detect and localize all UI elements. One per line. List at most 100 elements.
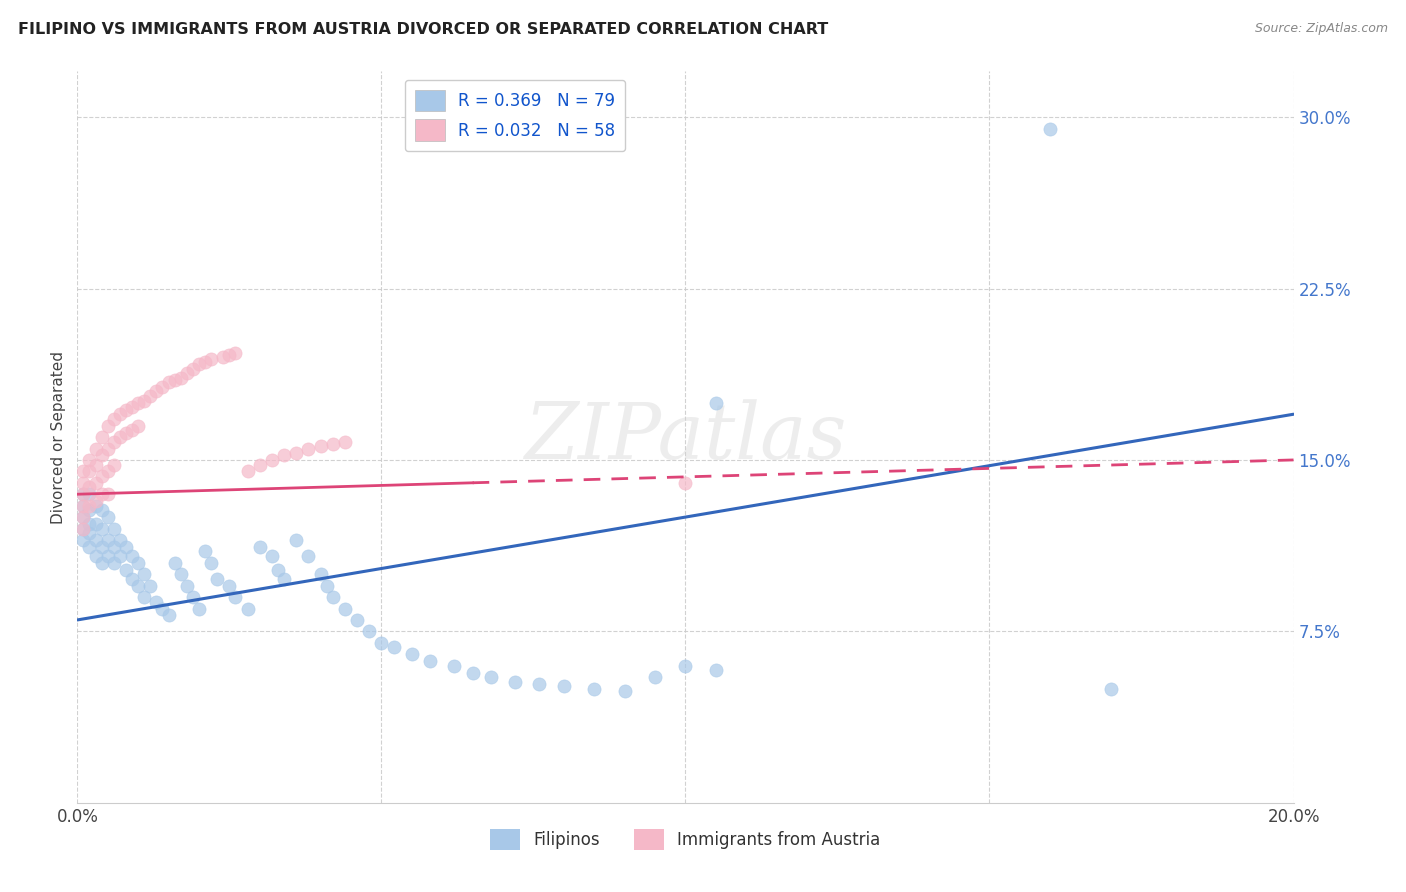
Point [72, 499, 94, 513]
Point [84, 442, 107, 456]
Point [170, 370, 193, 384]
Point [72, 510, 94, 524]
Point [139, 389, 162, 403]
Point [79, 453, 101, 467]
Point [121, 549, 143, 563]
Point [121, 572, 143, 586]
Point [163, 373, 186, 387]
Point [90, 449, 112, 463]
Point [188, 357, 211, 371]
Point [346, 613, 368, 627]
Point [419, 654, 441, 668]
Point [170, 567, 193, 582]
Point [84, 499, 107, 513]
Point [108, 533, 131, 547]
Point [115, 563, 138, 577]
Point [97, 442, 120, 456]
Point [236, 464, 259, 478]
Point [553, 679, 575, 693]
Point [249, 540, 271, 554]
Point [249, 458, 271, 472]
Point [285, 533, 308, 547]
Point [309, 439, 332, 453]
Point [90, 469, 112, 483]
Point [157, 376, 180, 390]
Point [176, 579, 198, 593]
Point [97, 510, 120, 524]
Point [333, 601, 356, 615]
Point [72, 533, 94, 547]
Point [163, 556, 186, 570]
Point [152, 380, 174, 394]
Point [139, 579, 162, 593]
Point [79, 499, 101, 513]
Point [72, 487, 94, 501]
Point [297, 442, 319, 456]
Point [503, 674, 526, 689]
Point [613, 683, 636, 698]
Point [152, 601, 174, 615]
Point [84, 494, 107, 508]
Point [704, 396, 727, 410]
Point [121, 401, 143, 415]
Point [97, 533, 120, 547]
Point [218, 348, 240, 362]
Point [1039, 121, 1062, 136]
Point [236, 601, 259, 615]
Point [205, 572, 228, 586]
Point [90, 430, 112, 444]
Point [322, 437, 344, 451]
Point [72, 499, 94, 513]
Point [90, 487, 112, 501]
Point [84, 475, 107, 490]
Point [188, 601, 211, 615]
Point [309, 567, 332, 582]
Point [72, 521, 94, 535]
Point [145, 595, 167, 609]
Point [103, 540, 125, 554]
Point [90, 556, 112, 570]
Point [285, 446, 308, 460]
Point [84, 533, 107, 547]
Point [115, 425, 138, 440]
Point [79, 516, 101, 531]
Point [181, 361, 204, 376]
Point [108, 407, 131, 421]
Point [103, 556, 125, 570]
Point [72, 487, 94, 501]
Point [90, 521, 112, 535]
Y-axis label: Divorced or Separated: Divorced or Separated [51, 351, 66, 524]
Point [97, 487, 120, 501]
Text: FILIPINO VS IMMIGRANTS FROM AUSTRIA DIVORCED OR SEPARATED CORRELATION CHART: FILIPINO VS IMMIGRANTS FROM AUSTRIA DIVO… [18, 22, 828, 37]
Point [333, 434, 356, 449]
Point [103, 412, 125, 426]
Point [121, 423, 143, 437]
Point [644, 670, 666, 684]
Point [84, 458, 107, 472]
Point [359, 624, 381, 639]
Point [315, 579, 337, 593]
Point [322, 590, 344, 604]
Point [218, 579, 240, 593]
Point [194, 354, 217, 368]
Point [675, 475, 697, 490]
Point [84, 549, 107, 563]
Point [115, 540, 138, 554]
Point [176, 366, 198, 380]
Point [79, 526, 101, 541]
Point [72, 521, 94, 535]
Point [79, 487, 101, 501]
Point [583, 681, 606, 696]
Point [297, 549, 319, 563]
Text: Source: ZipAtlas.com: Source: ZipAtlas.com [1254, 22, 1388, 36]
Point [704, 663, 727, 677]
Point [194, 544, 217, 558]
Point [108, 430, 131, 444]
Point [260, 549, 283, 563]
Point [84, 516, 107, 531]
Point [79, 464, 101, 478]
Point [479, 670, 502, 684]
Point [103, 458, 125, 472]
Point [97, 549, 120, 563]
Point [72, 510, 94, 524]
